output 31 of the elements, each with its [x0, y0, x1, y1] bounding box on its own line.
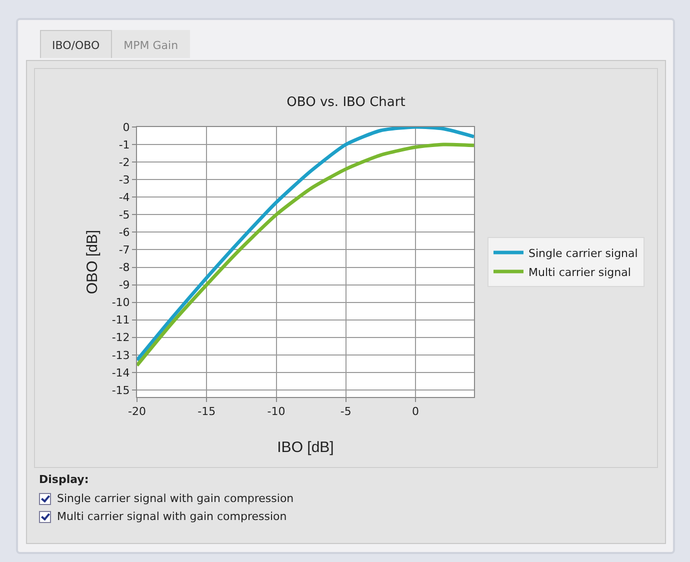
y-tick-label: -7 — [118, 244, 130, 257]
y-tick-label: -5 — [118, 208, 130, 222]
y-tick-label: -6 — [118, 226, 130, 240]
y-tick-label: -11 — [112, 314, 130, 327]
text: MPM Gain — [112, 30, 190, 58]
y-tick-label: -9 — [118, 278, 130, 292]
y-tick-label: -8 — [118, 261, 130, 274]
x-axis-title: IBO [dB] — [277, 439, 334, 456]
x-tick-label: -15 — [198, 405, 216, 418]
text: Single carrier signal with gain compression — [57, 492, 294, 505]
text: Display: — [39, 473, 90, 486]
y-tick-label: -2 — [118, 156, 130, 169]
y-tick-label: -3 — [118, 173, 130, 186]
y-tick-label: -12 — [112, 331, 130, 344]
y-tick-label: -10 — [112, 296, 130, 310]
y-tick-label: -14 — [112, 366, 130, 380]
x-tick-label: -20 — [128, 405, 146, 418]
x-tick-label: 0 — [412, 405, 420, 418]
x-tick-label: -10 — [267, 405, 286, 418]
y-tick-label: -4 — [118, 190, 130, 204]
y-tick-label: -1 — [118, 138, 130, 152]
y-tick-label: 0 — [122, 120, 130, 134]
y-tick-label: -15 — [112, 384, 130, 397]
y-tick-label: -13 — [112, 348, 130, 362]
legend-label: Multi carrier signal — [528, 266, 631, 279]
x-tick-label: -5 — [340, 405, 352, 418]
chart-title: OBO vs. IBO Chart — [286, 94, 406, 110]
text: IBO/OBO — [40, 30, 112, 58]
text: Multi carrier signal with gain compression — [57, 510, 287, 523]
y-axis-title: OBO [dB] — [84, 230, 101, 294]
legend-label: Single carrier signal — [528, 246, 638, 260]
